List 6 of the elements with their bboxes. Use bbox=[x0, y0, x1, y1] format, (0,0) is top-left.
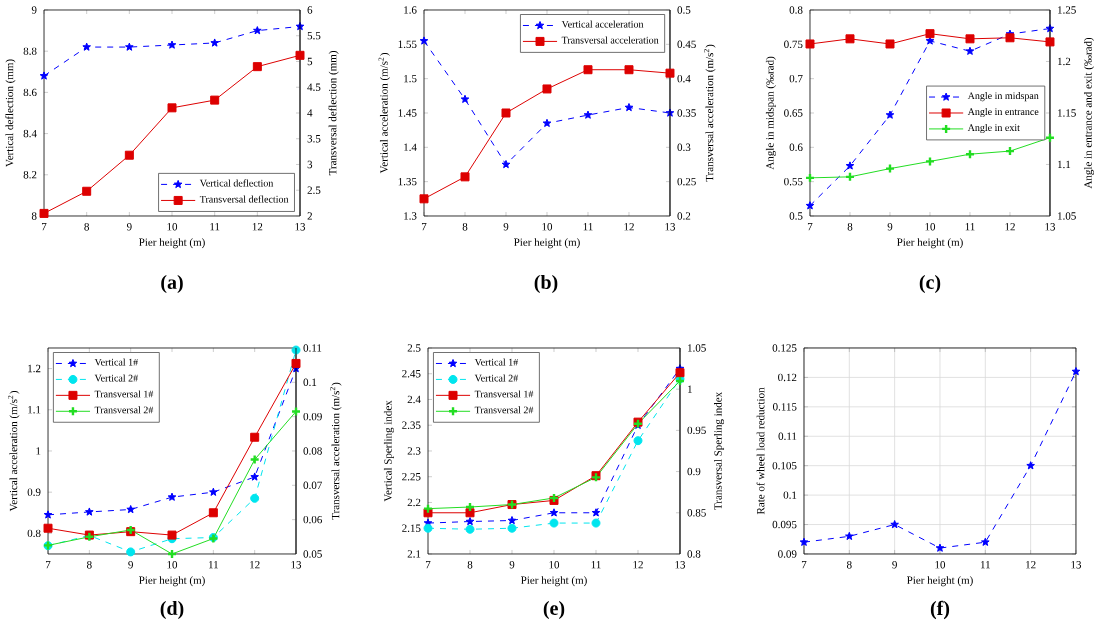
text: (b) bbox=[534, 274, 558, 294]
text: (f) bbox=[930, 600, 950, 620]
text: (a) bbox=[161, 274, 183, 294]
text: (c) bbox=[919, 274, 941, 294]
text: (d) bbox=[160, 600, 184, 620]
text: (e) bbox=[543, 600, 565, 620]
